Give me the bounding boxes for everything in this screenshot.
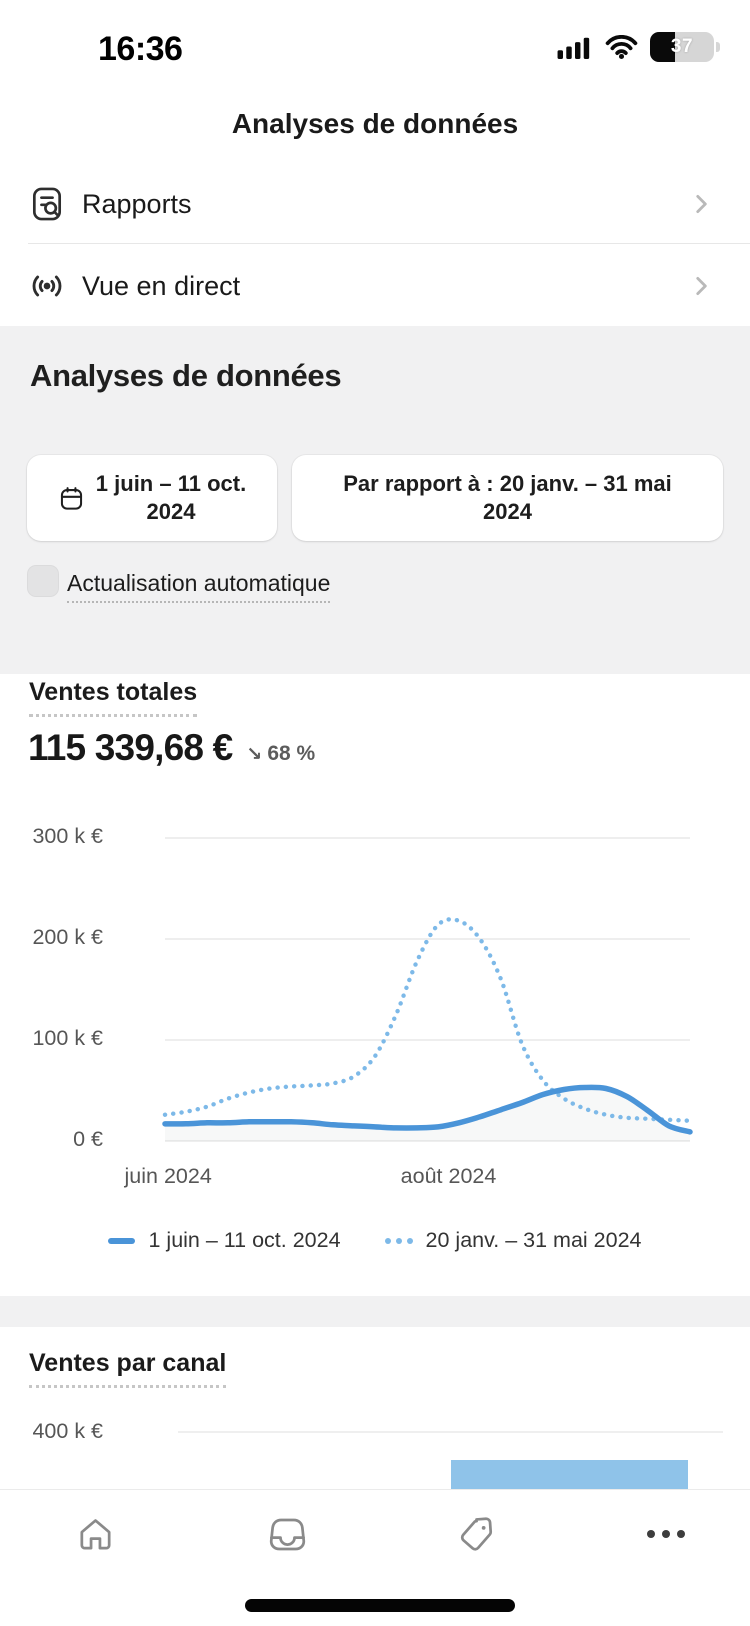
menu-item-label: Vue en direct bbox=[82, 270, 241, 301]
auto-refresh-checkbox[interactable] bbox=[27, 565, 59, 597]
chevron-right-icon bbox=[696, 277, 707, 295]
channel-bar bbox=[450, 1460, 688, 1489]
legend-label-current: 1 juin – 11 oct. 2024 bbox=[148, 1228, 341, 1252]
legend-solid-swatch bbox=[108, 1237, 136, 1244]
total-sales-chart bbox=[162, 837, 693, 1142]
wifi-icon bbox=[605, 35, 638, 59]
compare-range-line1: Par rapport à : 20 janv. – 31 mai bbox=[343, 471, 672, 496]
x-tick-label: août 2024 bbox=[400, 1164, 497, 1188]
total-sales-value: 115 339,68 € bbox=[28, 727, 233, 768]
tab-orders[interactable] bbox=[265, 1512, 309, 1556]
down-arrow-icon: ↘ bbox=[246, 744, 263, 765]
menu-item-rapports[interactable]: Rapports bbox=[0, 164, 750, 244]
report-search-icon bbox=[32, 187, 62, 221]
total-sales-title[interactable]: Ventes totales bbox=[29, 678, 198, 717]
chevron-right-icon bbox=[696, 195, 707, 213]
status-time: 16:36 bbox=[98, 30, 183, 68]
series-compare-line bbox=[162, 917, 693, 1123]
tab-home[interactable] bbox=[73, 1512, 117, 1556]
tag-icon bbox=[460, 1516, 492, 1551]
series-area-fill bbox=[165, 1087, 690, 1141]
date-range-line2: 2024 bbox=[146, 499, 196, 524]
legend-label-compare: 20 janv. – 31 mai 2024 bbox=[425, 1228, 642, 1252]
home-icon bbox=[79, 1518, 111, 1550]
tab-products[interactable] bbox=[454, 1512, 498, 1556]
ellipsis-icon bbox=[647, 1530, 685, 1538]
analytics-heading: Analyses de données bbox=[30, 358, 342, 393]
menu-item-label: Rapports bbox=[82, 188, 192, 219]
menu-divider bbox=[28, 243, 750, 244]
home-indicator[interactable] bbox=[245, 1599, 515, 1612]
sales-change-value: 68 % bbox=[267, 742, 316, 765]
calendar-icon bbox=[60, 486, 82, 510]
series-current-line bbox=[162, 1084, 693, 1135]
total-sales-value-row: 115 339,68 € ↘ 68 % bbox=[28, 727, 315, 769]
cellular-signal-icon bbox=[557, 37, 590, 59]
battery-fill bbox=[650, 32, 675, 62]
date-range-button[interactable]: 1 juin – 11 oct. 2024 bbox=[27, 455, 277, 541]
live-view-icon bbox=[32, 275, 62, 297]
x-tick-label: juin 2024 bbox=[124, 1164, 212, 1188]
compare-range-button[interactable]: Par rapport à : 20 janv. – 31 mai 2024 bbox=[292, 455, 723, 541]
date-range-line1: 1 juin – 11 oct. bbox=[95, 471, 247, 496]
legend-item-compare: 20 janv. – 31 mai 2024 bbox=[384, 1228, 642, 1253]
status-icons: 37 bbox=[557, 32, 720, 62]
section-divider-band bbox=[0, 1296, 750, 1327]
page-title: Analyses de données bbox=[231, 108, 519, 139]
battery-nub bbox=[716, 42, 720, 52]
battery-icon: 37 bbox=[650, 32, 720, 62]
menu-item-live-view[interactable]: Vue en direct bbox=[0, 246, 750, 326]
battery-level: 37 bbox=[670, 36, 694, 57]
orders-icon bbox=[269, 1518, 305, 1550]
channel-gridline bbox=[178, 1431, 723, 1433]
compare-range-line2: 2024 bbox=[483, 499, 532, 524]
tab-more[interactable] bbox=[644, 1512, 688, 1556]
legend-item-current: 1 juin – 11 oct. 2024 bbox=[108, 1228, 341, 1253]
channel-y-tick-label: 400 k € bbox=[32, 1419, 103, 1443]
auto-refresh-label[interactable]: Actualisation automatique bbox=[67, 570, 331, 603]
legend-dotted-swatch bbox=[384, 1237, 413, 1244]
sales-change-badge: ↘ 68 % bbox=[246, 742, 315, 766]
chart-legend: 1 juin – 11 oct. 2024 20 janv. – 31 mai … bbox=[0, 1228, 750, 1253]
channel-sales-title[interactable]: Ventes par canal bbox=[29, 1349, 227, 1388]
